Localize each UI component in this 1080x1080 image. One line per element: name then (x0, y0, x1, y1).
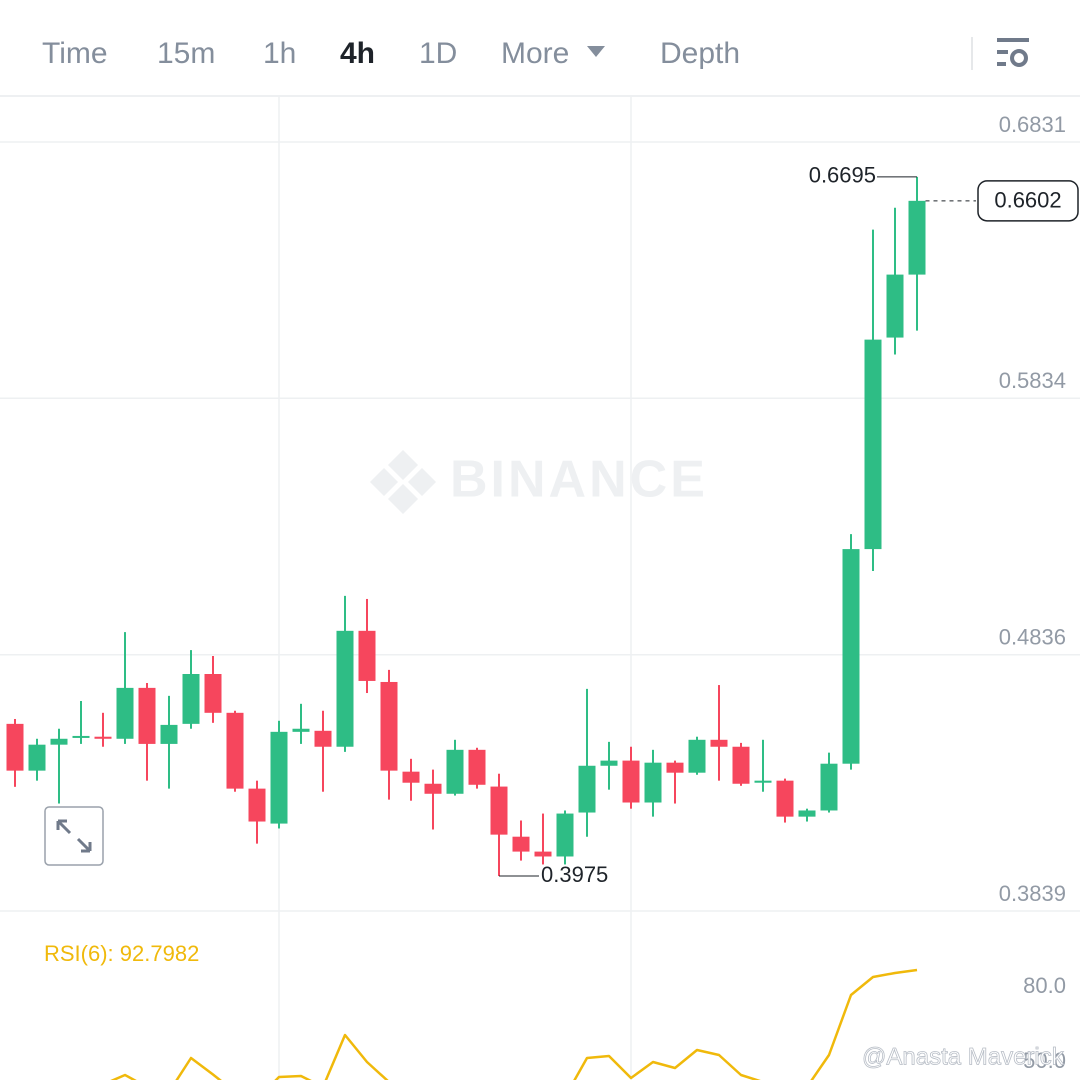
candle-body (160, 724, 178, 744)
candle-body (534, 851, 552, 857)
tab[interactable]: 1h (263, 37, 296, 70)
candle-body (424, 783, 442, 794)
candle-body (402, 771, 420, 783)
tab[interactable]: 1D (419, 37, 457, 70)
tab[interactable]: Time (42, 37, 108, 70)
candle-body (776, 780, 794, 817)
candle-body (556, 813, 574, 857)
high-label: 0.6695 (809, 163, 876, 188)
candle-body (666, 762, 684, 773)
low-label: 0.3975 (541, 862, 608, 887)
candle-body (50, 738, 68, 745)
tab[interactable]: 15m (157, 37, 215, 70)
candle-body (644, 762, 662, 803)
candle-body (908, 200, 926, 275)
candle-body (292, 728, 310, 732)
candle-body (6, 723, 24, 771)
candle-body (270, 731, 288, 824)
candle-body (820, 763, 838, 811)
y-tick-label: 80.0 (1023, 973, 1066, 998)
candle-body (490, 786, 508, 835)
y-tick-label: 0.6831 (999, 112, 1066, 137)
settings-icon[interactable] (997, 38, 1029, 67)
tab[interactable]: More (501, 37, 569, 70)
last-price-box (977, 180, 1079, 222)
last-price-label: 0.6602 (994, 188, 1061, 213)
candle-body (688, 739, 706, 773)
watermark: BINANCE (450, 451, 708, 509)
expand-button[interactable] (44, 806, 104, 866)
candle-body (864, 339, 882, 550)
candle-body (248, 788, 266, 822)
candle-body (798, 810, 816, 817)
candle-body (446, 749, 464, 794)
candle-body (336, 630, 354, 747)
candle-body (116, 687, 134, 739)
candle-body (886, 274, 904, 338)
candle-body (380, 681, 398, 771)
candle-body (732, 746, 750, 784)
candle-body (182, 674, 200, 724)
candle-body (578, 765, 596, 813)
candle-body (28, 744, 46, 771)
candle-body (72, 735, 90, 738)
candle-body (358, 630, 376, 681)
candle-body (710, 739, 728, 747)
candle-body (842, 549, 860, 764)
tab-bar: Time 15m 1h 4h 1D More Depth (42, 37, 1029, 70)
credit-watermark: @Anasta Maverick (862, 1043, 1065, 1070)
rsi-line (110, 968, 918, 1080)
candle-body (622, 760, 640, 803)
dropdown-arrow[interactable] (587, 46, 605, 57)
y-tick-label: 0.4836 (999, 625, 1066, 650)
tab[interactable]: Depth (660, 37, 740, 70)
candle-body (468, 749, 486, 785)
candle-body (754, 780, 772, 783)
y-tick-label: 0.5834 (999, 368, 1066, 393)
candle-body (600, 760, 618, 766)
candle-body (226, 712, 244, 789)
y-tick-label: 0.3839 (999, 881, 1066, 906)
watermark-logo (370, 450, 436, 514)
candle-body (314, 730, 332, 747)
candle-body (512, 836, 530, 852)
candle-body (94, 736, 112, 739)
rsi-title: RSI(6): 92.7982 (44, 941, 199, 966)
y-tick-label: 50.0 (1023, 1048, 1066, 1073)
candle-body (204, 674, 222, 713)
tab[interactable]: 4h (340, 37, 375, 70)
candle-body (138, 687, 156, 744)
